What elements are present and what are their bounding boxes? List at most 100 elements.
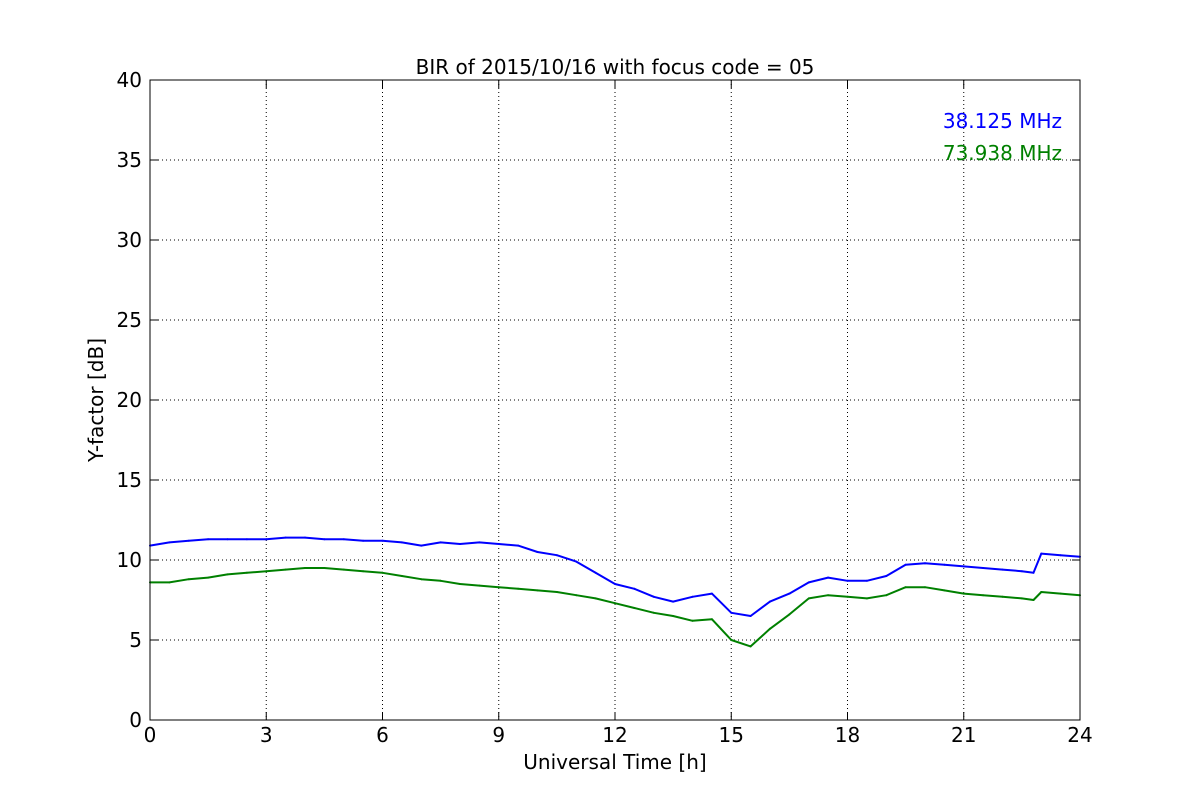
y-tick-label: 25 bbox=[117, 308, 142, 332]
data-point bbox=[885, 575, 888, 577]
x-tick-label: 12 bbox=[602, 723, 627, 747]
legend-entry-73-938-mhz: 73.938 MHz bbox=[943, 141, 1062, 165]
data-point bbox=[381, 571, 384, 574]
data-point bbox=[536, 551, 539, 553]
data-point bbox=[962, 565, 965, 568]
y-axis-title: Y-factor [dB] bbox=[84, 338, 108, 463]
data-point bbox=[187, 539, 190, 542]
y-tick-label: 35 bbox=[117, 148, 142, 172]
data-point bbox=[517, 544, 520, 547]
x-axis-title: Universal Time [h] bbox=[523, 750, 706, 774]
x-tick-label: 0 bbox=[144, 723, 157, 747]
tick-labels: 0 3 6 9 12 15 18 21 24 0 5 10 15 20 25 30 35 40 bbox=[117, 68, 1093, 747]
data-point bbox=[420, 544, 423, 547]
y-tick-label: 20 bbox=[117, 388, 142, 412]
data-point bbox=[827, 576, 830, 579]
data-point bbox=[168, 581, 171, 584]
series-line-73-938-mhz bbox=[150, 567, 1081, 648]
data-point bbox=[1040, 591, 1043, 593]
data-point bbox=[304, 567, 306, 569]
data-point bbox=[226, 573, 229, 576]
data-point bbox=[749, 615, 752, 617]
data-point bbox=[400, 541, 403, 544]
data-point bbox=[691, 595, 694, 598]
series-line-38-125-mhz bbox=[149, 536, 1081, 617]
data-point bbox=[187, 578, 190, 581]
data-point bbox=[342, 538, 345, 541]
x-tick-label: 18 bbox=[835, 723, 860, 747]
data-point bbox=[846, 595, 849, 598]
data-point bbox=[962, 592, 965, 595]
data-point bbox=[749, 645, 752, 648]
data-point bbox=[536, 589, 539, 592]
data-point bbox=[788, 592, 791, 595]
data-point bbox=[420, 578, 423, 581]
data-point bbox=[865, 597, 868, 600]
data-point bbox=[730, 639, 733, 641]
data-point bbox=[265, 538, 268, 541]
data-point bbox=[342, 568, 345, 571]
data-point bbox=[459, 583, 461, 585]
data-point bbox=[885, 594, 888, 597]
data-point bbox=[555, 554, 558, 557]
data-point bbox=[400, 575, 403, 577]
data-point bbox=[245, 538, 248, 541]
data-point bbox=[478, 584, 481, 587]
x-tick-label: 3 bbox=[260, 723, 273, 747]
y-tick-label: 30 bbox=[117, 228, 142, 252]
y-tick-label: 5 bbox=[129, 628, 142, 652]
grid bbox=[150, 80, 1080, 720]
data-point bbox=[769, 627, 771, 630]
data-point bbox=[614, 602, 616, 605]
x-tick-label: 9 bbox=[492, 723, 505, 747]
data-point bbox=[439, 579, 442, 582]
data-point bbox=[1032, 571, 1035, 574]
data-point bbox=[982, 594, 985, 597]
legend-entry-38-125-mhz: 38.125 MHz bbox=[943, 109, 1062, 133]
y-tick-label: 40 bbox=[117, 68, 142, 92]
data-point bbox=[943, 563, 946, 566]
data-point bbox=[594, 597, 597, 600]
ticks bbox=[149, 79, 1081, 721]
data-point bbox=[846, 579, 849, 582]
x-tick-label: 24 bbox=[1067, 723, 1092, 747]
data-point bbox=[265, 570, 268, 573]
data-point bbox=[710, 592, 713, 595]
data-point bbox=[439, 541, 442, 544]
data-point bbox=[459, 543, 461, 545]
data-point bbox=[788, 613, 791, 616]
data-point bbox=[865, 579, 868, 582]
data-point bbox=[1020, 597, 1023, 600]
data-point bbox=[769, 600, 771, 603]
data-point bbox=[1040, 552, 1043, 555]
data-point bbox=[1020, 570, 1023, 573]
data-point bbox=[362, 539, 365, 542]
chart-title: BIR of 2015/10/16 with focus code = 05 bbox=[416, 55, 815, 79]
data-point bbox=[614, 583, 616, 585]
data-point bbox=[497, 586, 500, 589]
data-point bbox=[1001, 568, 1004, 571]
data-point bbox=[633, 587, 636, 590]
data-point bbox=[943, 589, 946, 592]
data-point bbox=[594, 571, 597, 574]
data-point bbox=[691, 619, 694, 622]
data-point bbox=[1059, 554, 1062, 557]
data-point bbox=[497, 543, 500, 545]
data-point bbox=[245, 571, 248, 574]
data-point bbox=[652, 611, 655, 614]
data-point bbox=[323, 538, 326, 541]
data-point bbox=[478, 541, 481, 544]
y-tick-label: 15 bbox=[117, 468, 142, 492]
data-point bbox=[1001, 595, 1004, 598]
data-point bbox=[904, 563, 907, 566]
data-point bbox=[672, 600, 675, 603]
data-point bbox=[381, 539, 384, 542]
data-point bbox=[982, 567, 985, 569]
x-tick-label: 21 bbox=[951, 723, 976, 747]
y-tick-label: 10 bbox=[117, 548, 142, 572]
x-tick-label: 6 bbox=[376, 723, 389, 747]
data-point bbox=[284, 568, 287, 571]
series-layer bbox=[149, 536, 1081, 648]
